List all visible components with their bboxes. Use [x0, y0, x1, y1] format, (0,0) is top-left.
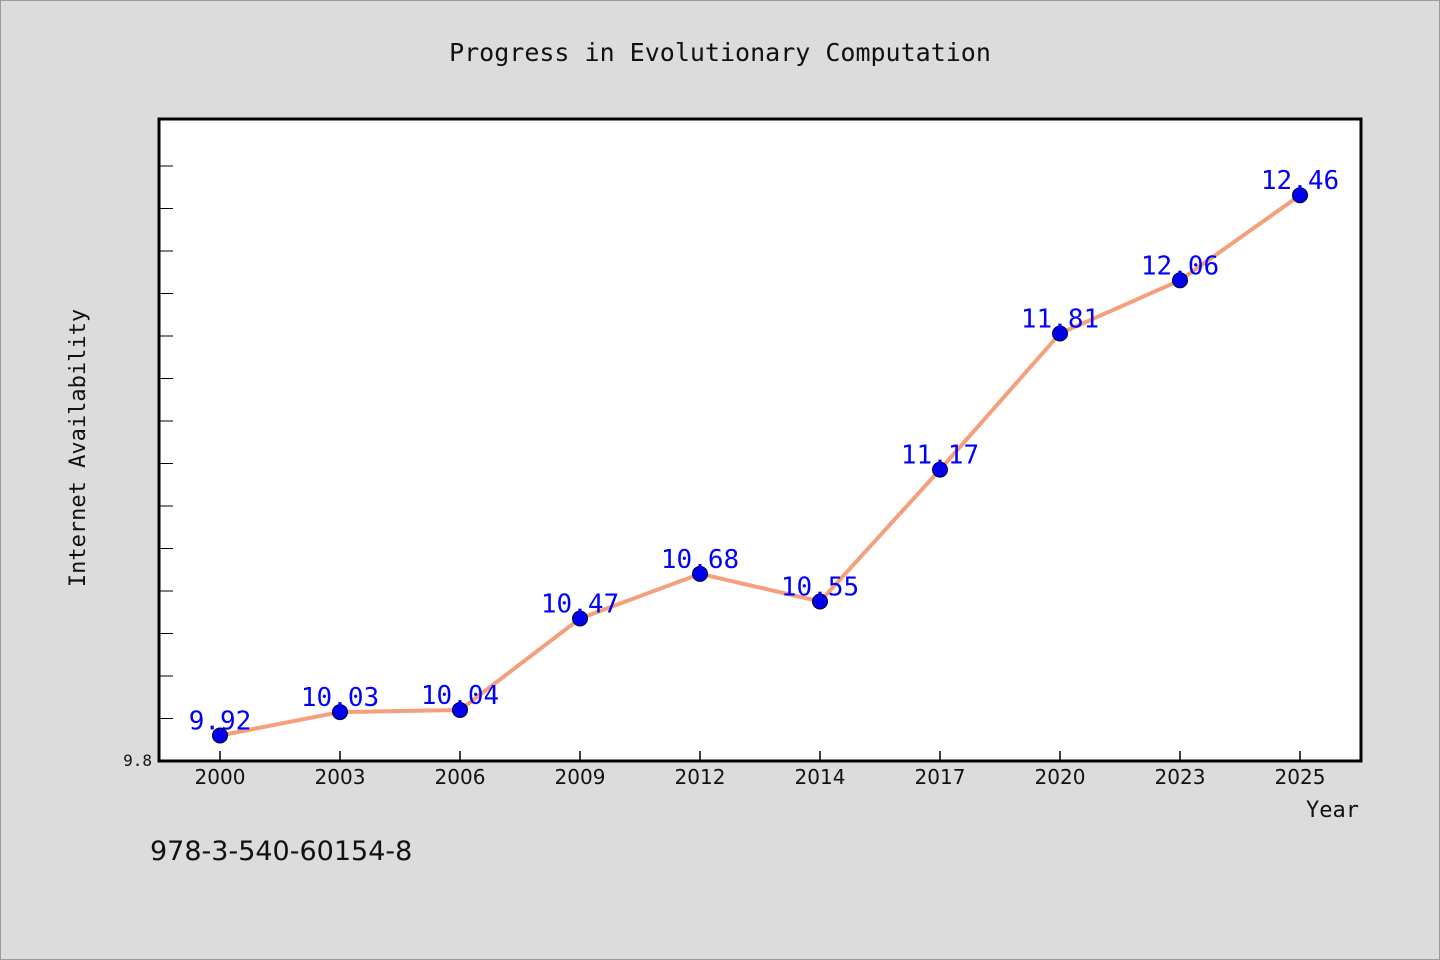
data-label: 12.46 — [1261, 166, 1339, 196]
data-label: 10.04 — [421, 681, 499, 711]
data-point — [692, 565, 708, 582]
data-label: 9.92 — [189, 706, 252, 736]
data-label: 10.68 — [661, 545, 739, 575]
x-tick-label: 2006 — [435, 765, 486, 789]
data-point — [932, 461, 948, 478]
plot-area — [157, 117, 1363, 763]
series-line-group — [218, 193, 1302, 738]
y-axis-label: Internet Availability — [66, 309, 91, 587]
data-labels: 9.92 10.03 10.04 10.47 10.68 10.55 11.17 11.81 1… — [189, 166, 1339, 736]
data-point — [1172, 272, 1188, 289]
data-point — [212, 727, 228, 744]
y-tick-label: 9.8 — [123, 751, 152, 770]
data-point — [452, 701, 468, 718]
x-tick-label: 2014 — [795, 765, 846, 789]
data-point — [572, 610, 588, 627]
data-label: 12.06 — [1141, 251, 1219, 281]
x-tick-label: 2020 — [1035, 765, 1086, 789]
x-tick-label: 2000 — [195, 765, 246, 789]
data-point — [1292, 187, 1308, 204]
x-axis-label: Year — [1306, 798, 1359, 823]
data-points — [212, 187, 1308, 744]
data-point — [332, 704, 348, 721]
data-label: 10.47 — [541, 589, 619, 619]
x-tick-label: 2012 — [675, 765, 726, 789]
data-point — [1052, 325, 1068, 342]
x-tick-label: 2003 — [315, 765, 366, 789]
data-point — [812, 593, 828, 610]
x-tick-label: 2009 — [555, 765, 606, 789]
x-tick-label: 2023 — [1155, 765, 1206, 789]
x-axis-ticks: 2000 2003 2006 2009 2012 2014 2017 2020 2023 2025 — [195, 751, 1326, 789]
y-axis-ticks — [159, 165, 173, 762]
series-line — [218, 193, 1302, 738]
chart-title: Progress in Evolutionary Computation — [449, 38, 991, 67]
data-label: 10.03 — [301, 683, 379, 713]
isbn-text: 978-3-540-60154-8 — [150, 836, 413, 867]
x-tick-label: 2025 — [1275, 765, 1326, 789]
data-label: 11.81 — [1021, 304, 1099, 334]
x-tick-label: 2017 — [915, 765, 966, 789]
data-label: 10.55 — [781, 572, 859, 602]
data-label: 11.17 — [901, 441, 979, 471]
